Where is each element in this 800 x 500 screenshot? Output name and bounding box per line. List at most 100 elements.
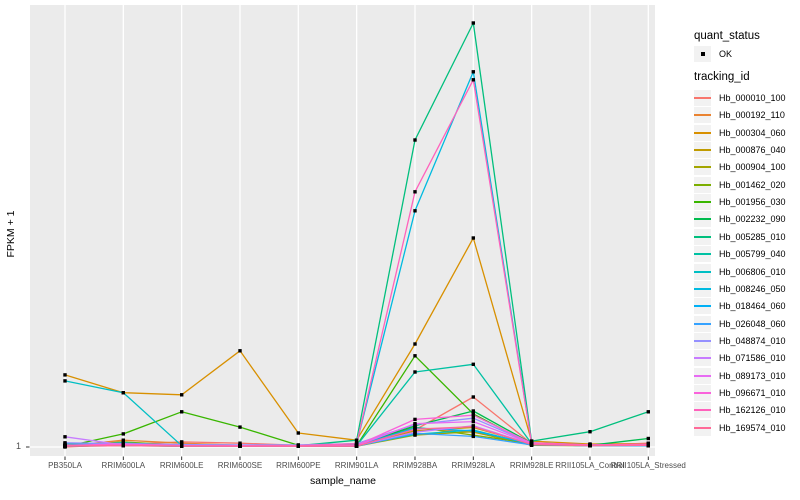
legend-item: Hb_071586_010 [694, 350, 800, 367]
legend-item-label: OK [719, 49, 733, 59]
legend-item: Hb_005799_040 [694, 246, 800, 263]
legend-key [694, 176, 711, 193]
legend-item-label: Hb_006806_010 [719, 266, 786, 277]
legend-key [694, 263, 711, 280]
x-tick-label: RRIM901LA [334, 461, 379, 470]
legend-item: Hb_005285_010 [694, 228, 800, 246]
legend-item: Hb_089173_010 [694, 367, 800, 385]
legend-item: Hb_006806_010 [694, 263, 800, 281]
legend-key [694, 194, 711, 211]
legend-item-label: Hb_001956_030 [719, 197, 786, 208]
legend-item-label: Hb_089173_010 [719, 370, 786, 381]
legend-item-label: Hb_000876_040 [719, 145, 786, 156]
legend-key [694, 419, 711, 436]
legend-key [694, 211, 711, 228]
legend-item-label: Hb_026048_060 [719, 318, 786, 329]
legend-item-label: Hb_000904_100 [719, 162, 786, 173]
legend-key [694, 46, 711, 62]
legend-item-label: Hb_018464_060 [719, 301, 786, 312]
legend-item: Hb_001956_030 [694, 194, 800, 211]
legend-item-label: Hb_071586_010 [719, 353, 786, 364]
legend-item: Hb_048874_010 [694, 332, 800, 350]
line-swatch-icon [694, 322, 711, 325]
y-tick-label: 1 [15, 441, 21, 451]
legend-item-label: Hb_000192_110 [719, 110, 785, 121]
legend-item-label: Hb_000304_060 [719, 127, 786, 138]
x-tick-label: PB350LA [48, 461, 82, 470]
x-tick-label: RRIM600SE [217, 461, 263, 470]
legend-item-label: Hb_002232_090 [719, 214, 786, 225]
legend-key [694, 367, 711, 384]
legend-item-label: Hb_001462_020 [719, 179, 786, 190]
plot-panel [30, 5, 655, 456]
legend: quant_status OK tracking_id Hb_000010_10… [690, 0, 800, 500]
line-swatch-icon [694, 357, 711, 360]
legend-item-label: Hb_048874_010 [719, 335, 786, 346]
x-tick-label: RRIM928LE [509, 461, 554, 470]
line-swatch-icon [694, 374, 711, 377]
legend-item: Hb_026048_060 [694, 315, 800, 333]
legend-key [694, 315, 711, 332]
y-axis-title: FPKM + 1 [5, 210, 17, 258]
legend-key [694, 384, 711, 401]
legend-key [694, 350, 711, 367]
legend-item: Hb_000010_100 [694, 90, 800, 107]
line-swatch-icon [694, 305, 711, 308]
line-swatch-icon [694, 287, 711, 290]
legend-title-tracking-id: tracking_id [694, 71, 750, 83]
legend-key [694, 332, 711, 349]
x-axis-title: sample_name [310, 475, 376, 487]
line-swatch-icon [694, 235, 711, 238]
line-swatch-icon [694, 426, 711, 429]
legend-item: Hb_018464_060 [694, 298, 800, 315]
x-tick-label: RRIM928BA [392, 461, 438, 470]
legend-item-quant-ok: OK [694, 46, 800, 63]
x-tick-label: RRII105LA_Control [555, 461, 625, 470]
legend-item-label: Hb_005799_040 [719, 249, 786, 260]
line-swatch-icon [694, 149, 711, 152]
line-swatch-icon [694, 166, 711, 169]
legend-item: Hb_008246_050 [694, 280, 800, 298]
legend-key [694, 107, 711, 124]
point-marker-icon [700, 52, 705, 56]
line-swatch-icon [694, 131, 711, 134]
legend-item: Hb_002232_090 [694, 211, 800, 228]
line-swatch-icon [694, 97, 711, 99]
legend-key [694, 280, 711, 297]
legend-item-label: Hb_096671_010 [719, 387, 786, 398]
legend-item: Hb_096671_010 [694, 384, 800, 402]
legend-item: Hb_000876_040 [694, 142, 800, 159]
line-swatch-icon [694, 270, 711, 273]
legend-item: Hb_000904_100 [694, 159, 800, 176]
legend-key [694, 228, 711, 245]
legend-item: Hb_000304_060 [694, 124, 800, 142]
legend-key [694, 402, 711, 419]
legend-item-label: Hb_169574_010 [719, 422, 786, 433]
line-swatch-icon [694, 339, 711, 342]
legend-item: Hb_000192_110 [694, 107, 800, 124]
legend-key [694, 124, 711, 141]
legend-item: Hb_169574_010 [694, 419, 800, 437]
legend-item: Hb_162126_010 [694, 402, 800, 419]
line-swatch-icon [694, 201, 711, 204]
line-swatch-icon [694, 253, 711, 256]
legend-item-label: Hb_162126_010 [719, 405, 786, 416]
legend-key [694, 90, 711, 106]
line-swatch-icon [694, 391, 711, 394]
legend-item-label: Hb_005285_010 [719, 231, 786, 242]
x-tick-label: RRIM928LA [451, 461, 496, 470]
legend-key [694, 298, 711, 315]
legend-item-label: Hb_000010_100 [719, 93, 786, 103]
x-tick-label: RRIM600PE [276, 461, 321, 470]
line-swatch-icon [694, 409, 711, 412]
axis-ticks [26, 446, 649, 460]
legend-item: Hb_001462_020 [694, 176, 800, 194]
legend-key [694, 246, 711, 263]
legend-title-quant-status: quant_status [694, 30, 760, 42]
line-swatch-icon [694, 114, 711, 117]
line-swatch-icon [694, 218, 711, 221]
legend-key [694, 159, 711, 176]
x-tick-label: RRIM600LA [101, 461, 146, 470]
